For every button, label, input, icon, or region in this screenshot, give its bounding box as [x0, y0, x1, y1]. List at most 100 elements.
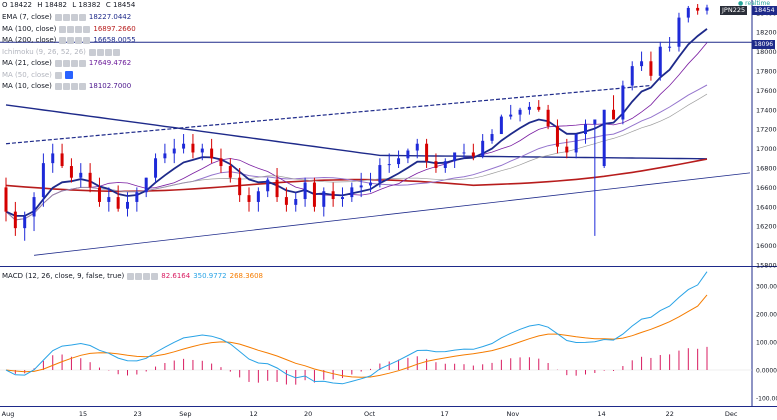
candle-body — [350, 187, 354, 198]
candle-body — [630, 66, 634, 86]
date-tick-label: 20 — [304, 410, 312, 418]
price-tick-label: 16600 — [756, 184, 777, 192]
candle-body — [658, 46, 662, 76]
candle-body — [322, 191, 326, 207]
candle-body — [696, 7, 700, 11]
date-tick-label: 17 — [440, 410, 448, 418]
ohlc-readout: O 18422 H 18482 L 18382 C 18454 — [2, 1, 138, 9]
candle-body — [284, 197, 288, 205]
price-tick-label: 16200 — [756, 223, 777, 231]
candle-body — [340, 197, 344, 200]
candle-body — [238, 177, 242, 196]
candle-body — [154, 158, 158, 178]
support-trendline — [33, 172, 751, 256]
candle-body — [668, 46, 672, 48]
candle-body — [247, 195, 251, 202]
macd-tick-label: 200.0000 — [756, 312, 777, 319]
realtime-label: realtime — [745, 0, 771, 7]
macd-tick-label: 300.0000 — [756, 284, 777, 291]
indicator-controls[interactable] — [54, 60, 86, 67]
candle-body — [537, 106, 541, 110]
date-tick-label: 14 — [597, 410, 605, 418]
candle-body — [275, 179, 279, 198]
symbol-tag: JPN225 — [720, 6, 748, 15]
candle-body — [471, 152, 475, 157]
candle-body — [228, 166, 232, 178]
price-tick-label: 18200 — [756, 29, 777, 37]
indicator-controls[interactable] — [54, 83, 86, 90]
indicator-label: MA (50, close) — [2, 70, 52, 79]
date-tick-label: Oct — [364, 410, 376, 418]
candle-body — [602, 109, 606, 167]
indicator-row[interactable]: MA (200, close) 16658.0055 — [2, 35, 136, 46]
candle-body — [705, 7, 709, 11]
indicator-controls[interactable] — [88, 48, 120, 56]
candle-body — [312, 182, 316, 207]
indicator-value: 18102.7000 — [88, 82, 132, 90]
candle-body — [574, 134, 578, 153]
candle-body — [126, 201, 130, 209]
candle-body — [527, 106, 531, 110]
date-tick-label: Dec — [725, 410, 738, 418]
visibility-icon[interactable] — [64, 71, 73, 79]
candle-body — [462, 152, 466, 154]
candle-body — [509, 114, 513, 117]
ma10-line — [5, 42, 708, 221]
indicator-label: MA (10, close) — [2, 82, 52, 90]
price-tick-label: 16000 — [756, 242, 777, 250]
candle-body — [612, 109, 616, 120]
date-tick-label: 22 — [666, 410, 674, 418]
candle-body — [378, 165, 382, 183]
indicator-controls[interactable] — [54, 14, 86, 21]
candle-body — [294, 199, 298, 205]
candle-body — [191, 143, 195, 153]
candle-body — [135, 192, 139, 202]
candle-body — [565, 146, 569, 153]
date-tick-label: Sep — [179, 410, 191, 418]
macd-tick-label: 0.0000 — [756, 368, 777, 375]
candle-body — [163, 153, 167, 159]
macd-tick-label: 100.0000 — [756, 340, 777, 347]
candle-body — [69, 166, 73, 178]
indicator-row[interactable]: MA (50, close) — [2, 70, 76, 81]
candle-body — [4, 187, 8, 212]
candle-body — [546, 109, 550, 127]
indicator-row[interactable]: MA (10, close) 18102.7000 — [2, 81, 131, 92]
macd-signal-line — [5, 294, 708, 378]
close-value: C 18454 — [105, 1, 136, 9]
indicator-controls[interactable] — [54, 71, 62, 79]
candle-body — [210, 148, 214, 159]
indicator-row[interactable]: MA (21, close) 17649.4762 — [2, 58, 131, 69]
date-tick-label: Aug — [2, 410, 15, 418]
indicator-label: MA (21, close) — [2, 59, 52, 67]
candle-body — [499, 116, 503, 135]
ema7-line — [5, 28, 708, 217]
candle-body — [331, 191, 335, 200]
macd-legend[interactable]: MACD (12, 26, close, 9, false, true) 82.… — [2, 272, 263, 280]
macd-controls[interactable] — [127, 272, 159, 280]
candle-body — [677, 17, 681, 47]
candle-body — [256, 191, 260, 202]
candle-body — [686, 7, 690, 18]
candle-body — [397, 158, 401, 165]
candle-body — [583, 124, 587, 135]
indicator-row[interactable]: EMA (7, close) 18227.0442 — [2, 12, 131, 23]
price-tick-label: 17400 — [756, 106, 777, 114]
price-tick-label: 17200 — [756, 126, 777, 134]
macd-line — [5, 271, 708, 385]
candle-body — [88, 172, 92, 188]
price-tick-label: 16800 — [756, 164, 777, 172]
candle-body — [425, 143, 429, 162]
indicator-controls[interactable] — [59, 37, 91, 44]
candle-body — [490, 134, 494, 141]
price-tick-label: 18000 — [756, 48, 777, 56]
indicator-label: Ichimoku (9, 26, 52, 26) — [2, 47, 86, 56]
candle-body — [387, 164, 391, 166]
indicator-row[interactable]: MA (100, close) 16897.2660 — [2, 24, 136, 35]
indicator-row[interactable]: Ichimoku (9, 26, 52, 26) — [2, 47, 123, 58]
indicator-controls[interactable] — [59, 25, 91, 33]
candle-body — [41, 163, 45, 198]
indicator-label: MA (100, close) — [2, 24, 57, 33]
